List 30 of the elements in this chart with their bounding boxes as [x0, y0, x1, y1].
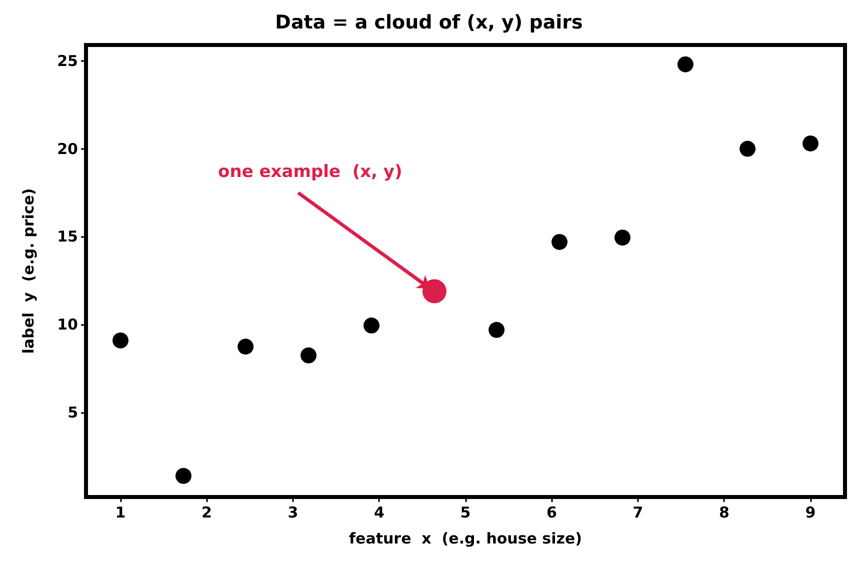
x-axis-title: feature x (e.g. house size) — [348, 530, 582, 548]
x-tick-label: 3 — [288, 504, 298, 522]
x-tick-label: 9 — [805, 504, 816, 522]
y-tick-label: 15 — [57, 228, 78, 246]
x-tick-label: 7 — [632, 504, 644, 522]
point — [740, 140, 756, 157]
x-tick-label: 2 — [202, 504, 212, 522]
x-tick-label: 6 — [546, 504, 557, 522]
point — [112, 332, 128, 348]
chart-title: Data = a cloud of (x, y) pairs — [275, 12, 583, 34]
point — [175, 468, 192, 484]
point — [552, 234, 568, 250]
y-tick-label: 10 — [57, 316, 78, 334]
x-tick-label: 1 — [115, 504, 126, 522]
x-tick-label: 8 — [719, 504, 730, 522]
y-tick-label: 20 — [57, 140, 78, 158]
point — [300, 347, 317, 364]
x-tick-label: 4 — [374, 504, 384, 522]
y-tick-label: 25 — [57, 52, 78, 70]
point — [364, 318, 380, 334]
point — [802, 135, 818, 152]
y-tick-label: 5 — [68, 404, 78, 422]
point — [422, 279, 446, 304]
point — [677, 56, 694, 72]
y-axis-title: label y (e.g. price) — [20, 188, 38, 354]
annotation: one example (x, y) — [218, 162, 402, 182]
point — [238, 338, 254, 355]
point — [614, 230, 630, 246]
point — [488, 322, 505, 338]
x-tick-label: 5 — [460, 504, 471, 522]
